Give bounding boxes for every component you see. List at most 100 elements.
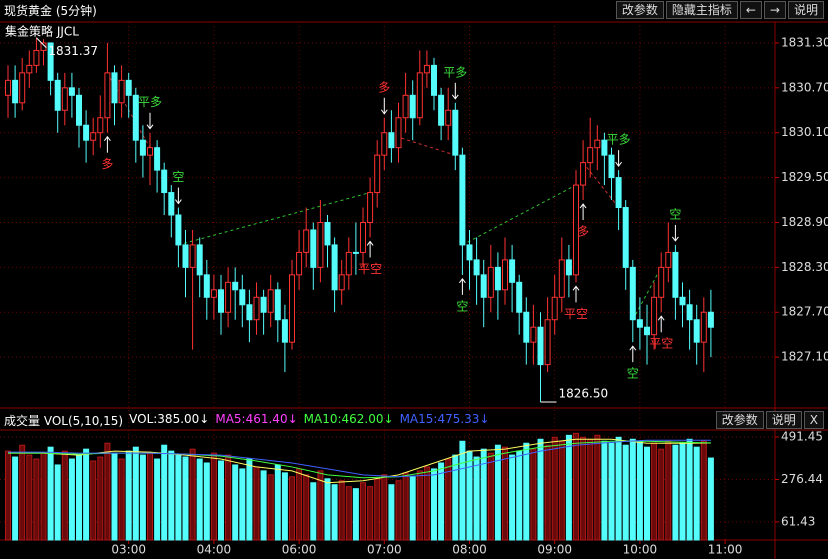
volume-bar	[636, 440, 643, 541]
volume-button[interactable]: 改参数	[715, 411, 764, 429]
y-tick-label: 1830.10	[781, 125, 828, 139]
volume-title: 成交量 VOL(5,10,15)	[4, 413, 124, 428]
y-tick-label: 1829.50	[781, 170, 828, 184]
candle-body	[168, 192, 175, 216]
candle-body	[345, 251, 352, 276]
candle-body	[281, 319, 288, 343]
volume-bar	[303, 474, 310, 541]
candle-body	[615, 177, 622, 209]
candle-body	[672, 251, 679, 298]
candle-body	[83, 124, 90, 141]
candle-body	[324, 221, 331, 246]
volume-bar	[502, 446, 508, 541]
candle-body	[118, 79, 125, 104]
volume-bar	[175, 454, 182, 541]
candle-body	[573, 184, 579, 276]
volume-bar	[61, 450, 68, 541]
volume-button[interactable]: 说明	[765, 411, 802, 429]
toolbar-button[interactable]: 说明	[787, 1, 824, 19]
candle-body	[33, 49, 40, 66]
candle-body	[54, 79, 61, 111]
candle-body	[686, 304, 693, 321]
y-tick-label: 1828.90	[781, 215, 828, 229]
candle-body	[260, 296, 267, 313]
volume-bar	[360, 482, 366, 541]
trade-line	[384, 132, 456, 156]
candle-body	[523, 311, 530, 343]
volume-bar	[289, 476, 295, 541]
signal-label: 平空	[564, 307, 588, 321]
toolbar-button[interactable]: →	[763, 1, 786, 19]
signal-label: 多	[378, 80, 390, 94]
volume-bar	[423, 466, 430, 541]
x-tick-label: 07:00	[367, 543, 402, 557]
toolbar-button[interactable]: 隐藏主指标	[665, 1, 738, 19]
candle-body	[253, 296, 260, 321]
candle-body	[374, 154, 381, 194]
candle-body	[629, 266, 636, 321]
volume-legend: 成交量 VOL(5,10,15) VOL:385.00↓ MA5:461.40↓ MA…	[0, 412, 716, 429]
volume-bar	[19, 444, 26, 541]
volume-bar	[168, 450, 175, 541]
volume-bar	[466, 450, 473, 541]
candle-body	[12, 79, 19, 104]
volume-bar	[281, 472, 288, 541]
x-tick-label: 08:00	[452, 543, 487, 557]
signal-arrow-head	[366, 240, 374, 246]
volume-bar	[651, 442, 658, 541]
candle-body	[338, 274, 345, 291]
x-tick-label: 11:00	[708, 543, 743, 557]
volume-bar	[324, 478, 331, 541]
volume-bar	[707, 457, 714, 541]
volume-bar	[686, 438, 693, 541]
signal-label: 多	[577, 225, 589, 239]
volume-bar	[12, 456, 19, 541]
volume-bar	[558, 440, 565, 541]
candle-body	[232, 281, 239, 291]
volume-bar	[154, 458, 161, 541]
volume-bar	[509, 454, 516, 541]
volume-bar	[331, 484, 338, 541]
volume-bar	[445, 458, 452, 541]
candle-body	[416, 72, 423, 119]
volume-bar	[47, 446, 54, 541]
title: 现货黄金 (5分钟)	[4, 3, 97, 18]
volume-bar	[317, 470, 324, 541]
candle-body	[267, 289, 274, 313]
volume-bar	[580, 436, 587, 541]
candle-body	[203, 274, 210, 298]
volume-bar	[68, 458, 75, 541]
candle-body	[431, 64, 437, 96]
candle-body	[331, 244, 338, 291]
trade-line	[632, 267, 662, 320]
volume-bar	[487, 452, 494, 541]
volume-bar	[97, 456, 104, 541]
volume-bar: 成交量 VOL(5,10,15) VOL:385.00↓ MA5:461.40↓ MA…	[0, 410, 828, 430]
candle-body	[601, 139, 608, 156]
signal-arrow-head	[380, 109, 388, 115]
volume-bar	[196, 458, 203, 541]
candle-body	[580, 162, 587, 186]
candle-body	[210, 289, 217, 298]
volume-bar	[537, 438, 544, 541]
candle-body	[90, 132, 97, 141]
volume-button[interactable]: X	[803, 411, 824, 429]
signal-arrow-head	[672, 236, 679, 242]
volume-bar	[388, 484, 395, 541]
volume-bar	[225, 454, 232, 541]
signal-label: 空	[627, 367, 639, 381]
toolbar-button[interactable]: 改参数	[615, 1, 664, 19]
candle-body	[381, 132, 388, 156]
toolbar-button[interactable]: ←	[739, 1, 762, 19]
volume-bar	[253, 466, 260, 541]
signal-arrow-head	[146, 124, 154, 130]
volume-bar	[452, 454, 459, 541]
candle-body	[303, 229, 310, 253]
volume-bar	[210, 452, 217, 541]
volume-bar	[644, 446, 650, 541]
volume-bar	[54, 464, 61, 541]
volume-bar	[246, 458, 253, 541]
strategy-name: 集金策略 JJCL	[5, 24, 79, 39]
volume-bar	[693, 446, 700, 541]
